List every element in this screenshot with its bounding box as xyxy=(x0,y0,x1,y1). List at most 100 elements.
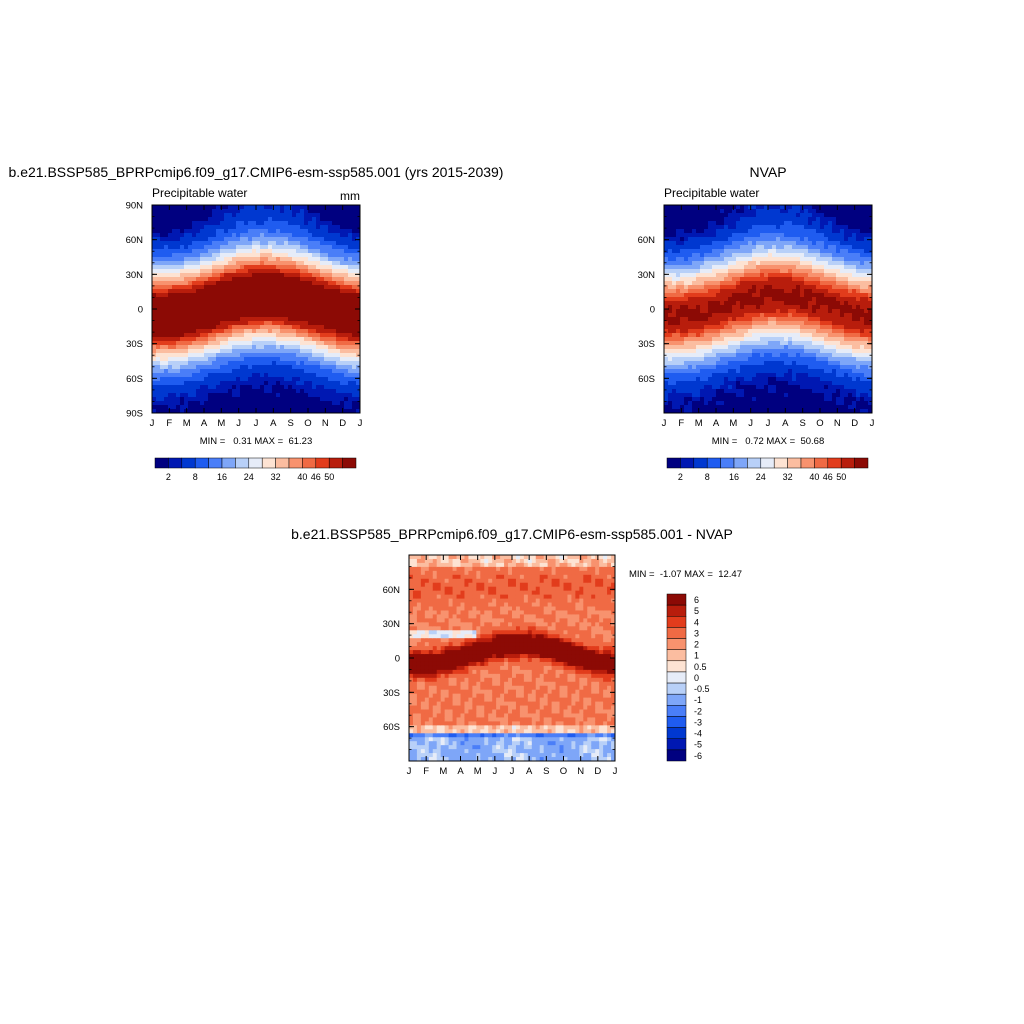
contour-cell xyxy=(332,357,337,362)
contour-cell xyxy=(340,337,345,342)
contour-cell xyxy=(168,269,173,274)
contour-cell xyxy=(176,221,181,226)
contour-cell xyxy=(176,205,181,210)
contour-cell xyxy=(732,381,737,386)
contour-cell xyxy=(308,249,313,254)
contour-cell xyxy=(740,333,745,338)
contour-cell xyxy=(220,261,225,266)
contour-cell xyxy=(320,237,325,242)
contour-cell xyxy=(344,253,349,258)
contour-cell xyxy=(200,269,205,274)
contour-cell xyxy=(344,257,349,262)
contour-cell xyxy=(152,313,157,318)
contour-cell xyxy=(312,229,317,234)
contour-cell xyxy=(208,381,213,386)
contour-cell xyxy=(164,325,169,330)
contour-cell xyxy=(800,393,805,398)
contour-cell xyxy=(780,273,785,278)
contour-cell xyxy=(208,213,213,218)
contour-cell xyxy=(668,333,673,338)
contour-cell xyxy=(320,369,325,374)
colorbar-label: 50 xyxy=(324,472,334,482)
contour-cell xyxy=(784,217,789,222)
contour-cell xyxy=(324,353,329,358)
contour-cell xyxy=(684,401,689,406)
contour-cell xyxy=(820,337,825,342)
contour-cell xyxy=(764,389,769,394)
contour-cell xyxy=(188,329,193,334)
contour-cell xyxy=(720,401,725,406)
contour-cell xyxy=(180,245,185,250)
contour-cell xyxy=(680,221,685,226)
contour-cell xyxy=(236,225,241,230)
contour-cell xyxy=(324,389,329,394)
contour-cell xyxy=(176,329,181,334)
contour-cell xyxy=(788,221,793,226)
contour-cell xyxy=(796,389,801,394)
contour-cell xyxy=(180,325,185,330)
contour-cell xyxy=(776,325,781,330)
contour-cell xyxy=(680,213,685,218)
contour-cell xyxy=(676,225,681,230)
contour-cell xyxy=(260,377,265,382)
contour-cell xyxy=(188,205,193,210)
contour-cell xyxy=(348,217,353,222)
contour-cell xyxy=(736,281,741,286)
contour-cell xyxy=(780,241,785,246)
contour-cell xyxy=(760,257,765,262)
contour-cell xyxy=(664,305,669,310)
contour-cell xyxy=(792,281,797,286)
contour-cell xyxy=(748,317,753,322)
contour-cell xyxy=(340,361,345,366)
contour-cell xyxy=(324,313,329,318)
contour-cell xyxy=(804,345,809,350)
contour-cell xyxy=(248,325,253,330)
contour-cell xyxy=(220,329,225,334)
contour-cell xyxy=(320,265,325,270)
contour-cell xyxy=(800,313,805,318)
contour-cell xyxy=(228,405,233,410)
contour-cell xyxy=(772,249,777,254)
contour-cell xyxy=(752,321,757,326)
contour-cell xyxy=(684,289,689,294)
contour-cell xyxy=(696,265,701,270)
contour-cell xyxy=(728,205,733,210)
contour-cell xyxy=(152,365,157,370)
contour-cell xyxy=(188,265,193,270)
contour-cell xyxy=(300,349,305,354)
contour-cell xyxy=(316,205,321,210)
contour-cell xyxy=(348,397,353,402)
contour-cell xyxy=(344,221,349,226)
contour-cell xyxy=(680,353,685,358)
contour-cell xyxy=(244,305,249,310)
contour-cell xyxy=(684,341,689,346)
contour-cell xyxy=(208,233,213,238)
contour-cell xyxy=(312,225,317,230)
contour-cell xyxy=(276,229,281,234)
contour-cell xyxy=(292,337,297,342)
contour-cell xyxy=(728,365,733,370)
contour-cell xyxy=(272,313,277,318)
contour-cell xyxy=(328,337,333,342)
contour-cell xyxy=(228,253,233,258)
contour-cell xyxy=(184,221,189,226)
contour-cell xyxy=(288,261,293,266)
contour-cell xyxy=(232,245,237,250)
contour-cell xyxy=(760,397,765,402)
contour-cell xyxy=(700,313,705,318)
contour-cell xyxy=(304,205,309,210)
contour-cell xyxy=(828,293,833,298)
contour-cell xyxy=(276,237,281,242)
contour-cell xyxy=(724,293,729,298)
contour-cell xyxy=(704,405,709,410)
contour-cell xyxy=(308,369,313,374)
contour-cell xyxy=(276,281,281,286)
contour-cell xyxy=(240,309,245,314)
contour-cell xyxy=(728,257,733,262)
contour-cell xyxy=(712,249,717,254)
contour-cell xyxy=(820,225,825,230)
contour-cell xyxy=(168,241,173,246)
contour-cell xyxy=(292,257,297,262)
contour-cell xyxy=(304,261,309,266)
contour-cell xyxy=(352,325,357,330)
